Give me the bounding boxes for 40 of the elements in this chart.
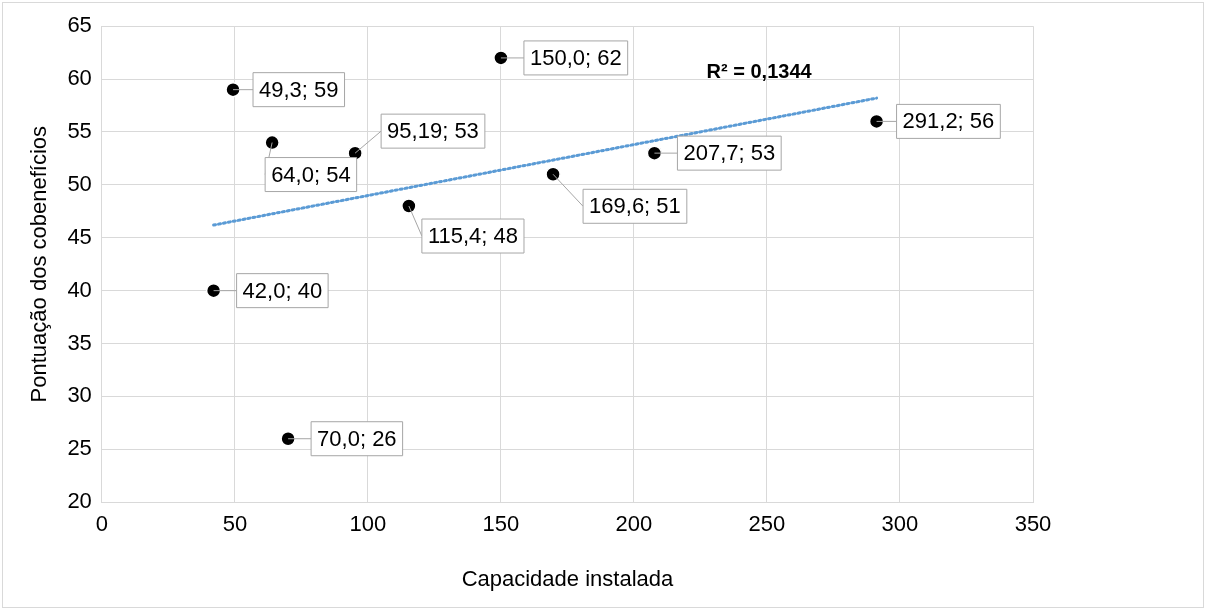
annotation: R² = 0,1344 (706, 59, 813, 82)
data-label: 169,6; 51 (589, 193, 681, 219)
x-tick-label: 50 (222, 511, 248, 537)
x-tick-label: 200 (615, 511, 653, 537)
data-label: 291,2; 56 (902, 108, 995, 134)
y-tick-label: 60 (67, 65, 92, 91)
point (493, 50, 509, 66)
point (225, 81, 241, 98)
y-axis-title: Pontuação dos cobenefícios (26, 125, 52, 403)
y-tick-label: 40 (67, 276, 92, 302)
y-tick-label: 55 (67, 118, 92, 144)
x-tick-label: 250 (748, 511, 786, 537)
data-label: 42,0; 40 (242, 277, 323, 303)
y-tick-label: 30 (67, 382, 92, 408)
point (205, 282, 222, 299)
data-label: 70,0; 26 (317, 425, 397, 451)
data-label: 115,4; 48 (427, 223, 518, 249)
x-tick-label: 0 (95, 511, 108, 537)
data-label: 150,0; 62 (529, 45, 622, 70)
data-label: 64,0; 54 (271, 161, 351, 187)
x-tick-label: 100 (349, 511, 387, 537)
data-label: 49,3; 59 (259, 76, 339, 102)
point (646, 145, 663, 161)
y-tick-label: 45 (67, 223, 92, 249)
y-tick-label: 25 (67, 435, 92, 461)
y-tick-label: 20 (67, 488, 92, 514)
point (545, 166, 561, 183)
point (401, 198, 417, 214)
y-tick-label: 50 (67, 170, 92, 196)
data-label: 207,7; 53 (683, 140, 776, 166)
point (868, 113, 885, 130)
point (264, 134, 280, 151)
x-tick-label: 300 (881, 511, 919, 537)
y-tick-label: 65 (67, 12, 92, 38)
x-tick-label: 150 (482, 511, 520, 537)
x-axis-title: Capacidade instalada (461, 565, 674, 591)
data-label: 95,19; 53 (387, 118, 479, 144)
point (280, 430, 296, 447)
x-tick-label: 350 (1014, 511, 1052, 537)
y-tick-label: 35 (67, 329, 92, 355)
